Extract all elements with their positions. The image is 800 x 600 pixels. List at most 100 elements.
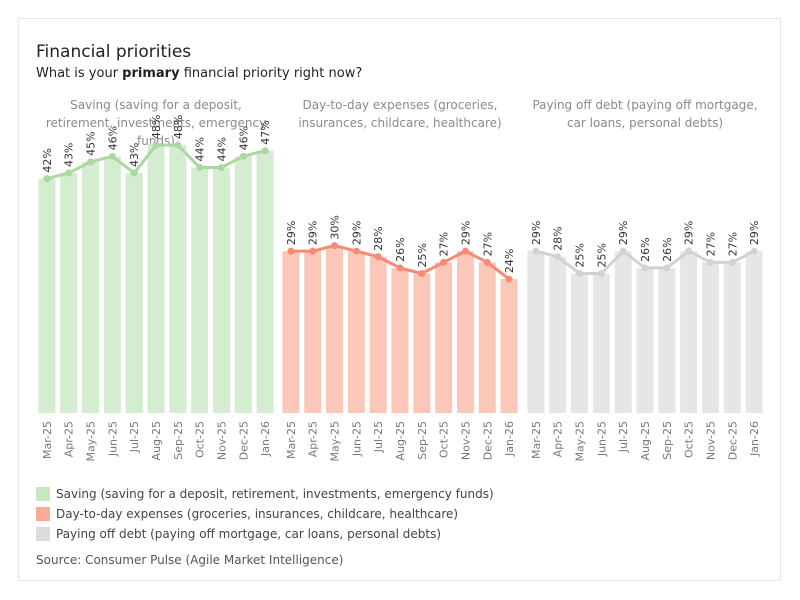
x-tick-label: Sep-25 [661,421,674,460]
bar [571,273,589,413]
legend-label: Day-to-day expenses (groceries, insuranc… [56,507,459,521]
data-label: 27% [481,232,494,256]
bar [413,273,431,413]
bar [435,262,453,413]
legend-item-debt[interactable]: Paying off debt (paying off mortgage, ca… [36,524,494,544]
data-point [576,270,584,277]
x-tick-label: Mar-25 [285,421,298,459]
bar [304,251,322,413]
bar [326,245,344,413]
data-point [43,175,51,183]
bar [592,273,610,413]
x-tick-label: Nov-25 [459,421,472,460]
data-label: 27% [726,232,739,256]
data-point [352,247,360,255]
bar [103,156,121,413]
data-point [706,258,714,266]
subtitle-emphasis: primary [122,66,180,81]
legend: Saving (saving for a deposit, retirement… [36,484,494,544]
data-label: 48% [150,115,163,139]
x-tick-label: Aug-25 [394,421,407,460]
bar [549,256,567,413]
data-label: 44% [215,137,228,161]
bar [478,262,496,413]
data-label: 29% [459,221,472,245]
data-point [196,163,204,171]
data-label: 47% [259,120,272,144]
x-tick-label: May-25 [574,421,587,462]
data-label: 26% [661,237,674,261]
bar [60,173,78,413]
data-label: 25% [595,243,608,267]
x-tick-label: Nov-25 [704,421,717,460]
x-tick-label: Aug-25 [150,421,163,460]
data-label: 26% [639,237,652,261]
x-tick-label: Oct-25 [683,421,696,458]
bar [391,267,409,413]
data-point [728,258,736,266]
data-point [750,247,758,255]
data-point [554,253,562,261]
legend-item-saving[interactable]: Saving (saving for a deposit, retirement… [36,484,494,504]
bar [636,267,654,413]
data-label: 27% [704,232,717,256]
x-tick-label: Mar-25 [530,421,543,459]
data-point [483,258,491,266]
chart-title: Financial priorities [36,42,192,62]
data-point [532,247,540,255]
x-tick-label: Oct-25 [438,421,451,458]
data-point [663,264,671,272]
panel-title-debt: Paying off debt (paying off mortgage, ca… [532,98,758,130]
source-note: Source: Consumer Pulse (Agile Market Int… [36,553,344,567]
data-label: 29% [748,221,761,245]
subtitle-text: What is your [36,66,123,81]
data-label: 25% [574,243,587,267]
x-tick-label: Aug-25 [639,421,652,460]
data-label: 30% [329,215,342,239]
x-tick-label: Jul-25 [617,421,630,453]
data-point [461,247,469,255]
data-label: 43% [128,143,141,167]
legend-item-expenses[interactable]: Day-to-day expenses (groceries, insuranc… [36,504,494,524]
data-point [418,270,426,277]
data-point [374,253,382,261]
data-label: 29% [285,221,298,245]
data-label: 46% [106,126,119,150]
data-point [65,169,73,177]
legend-swatch [36,487,50,501]
data-label: 43% [63,143,76,167]
bar [234,156,252,413]
data-point [309,247,317,255]
x-tick-label: Sep-25 [172,421,185,460]
data-label: 29% [307,221,320,245]
data-label: 29% [683,221,696,245]
bar [701,262,719,413]
data-point [641,264,649,272]
x-tick-label: May-25 [329,421,342,462]
data-point [331,242,339,250]
bar [614,251,632,413]
data-point [261,147,269,155]
data-label: 26% [394,237,407,261]
data-point [152,141,160,149]
bar [169,145,187,413]
x-tick-label: Dec-25 [726,421,739,460]
x-tick-label: Sep-25 [416,421,429,460]
data-label: 45% [85,131,98,155]
x-tick-label: Nov-25 [215,421,228,460]
bar [191,167,209,413]
bar [347,251,365,413]
data-point [287,247,295,255]
bar [147,145,165,413]
data-point [440,258,448,266]
bar [527,251,545,413]
data-point [217,163,225,171]
data-point [130,169,138,177]
bar [723,262,741,413]
data-label: 46% [237,126,250,150]
bar [82,161,100,413]
bar [456,251,474,413]
data-label: 28% [372,226,385,250]
x-tick-label: Jul-25 [128,421,141,453]
data-point [396,264,404,272]
